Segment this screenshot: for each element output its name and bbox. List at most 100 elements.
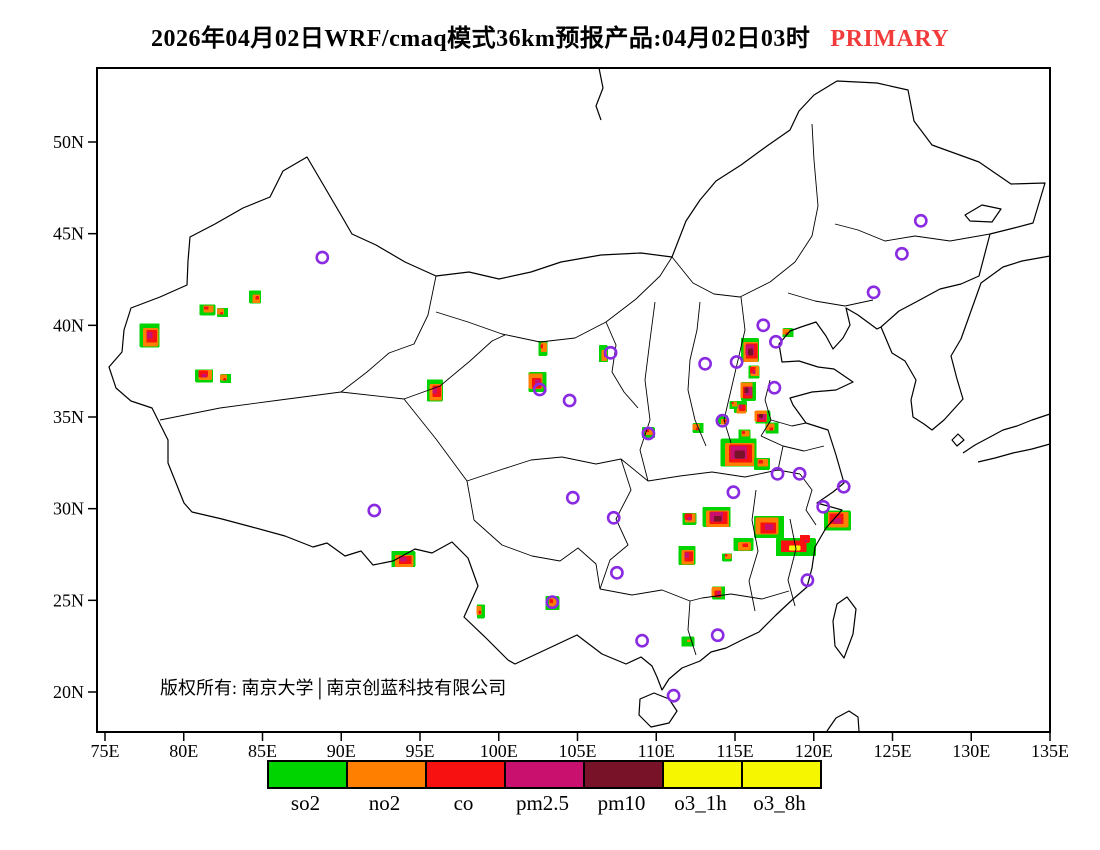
legend-swatch-so2 [267,760,348,789]
pollution-patch-pm25 [833,517,842,524]
station-ring [532,382,547,397]
pollution-patch-co [799,534,810,543]
x-axis-label: 75E [91,741,120,761]
station-ring [792,466,807,481]
station-ring [816,499,831,514]
station-ring [895,246,909,261]
pollution-patch-co [769,427,773,431]
legend-label-co: co [453,791,474,815]
y-axis-label: 40N [53,315,84,335]
legend-swatch-pm10 [583,760,664,789]
x-axis-label: 125E [874,741,912,761]
x-axis-label: 90E [327,741,356,761]
station-ring [729,355,744,369]
station-ring [836,479,851,494]
pollution-patch-pm25 [432,387,437,394]
legend-label-so2: so2 [290,791,321,815]
legend-label-o3_1h: o3_1h [674,791,727,815]
x-axis-label: 110E [638,741,675,761]
pollution-patch-pm25 [738,405,743,409]
pollution-patch-co [549,599,554,604]
pollution-patch-pm25 [687,517,692,521]
x-axis-label: 115E [716,741,753,761]
station-ring [367,503,382,518]
pollution-patch-o3 [789,545,801,551]
legend-swatch-row [267,760,837,789]
y-axis-label: 30N [53,499,84,519]
pollution-patch-pm25 [684,552,690,558]
station-ring [315,250,330,265]
pollution-patch-pm10 [748,348,754,356]
pollution-patch-co [741,431,746,434]
pollution-patch-pm10 [734,450,745,459]
pollution-patch-pm10 [744,387,749,393]
station-ring [726,485,741,500]
y-axis-label: 20N [53,682,84,702]
province-borders [159,123,991,656]
y-axis-label: 35N [53,407,84,427]
pollution-patch-pm25 [764,523,774,531]
legend-label-pm2.5: pm2.5 [515,791,570,815]
legend-swatch-o3_1h [662,760,743,789]
legend-label-no2: no2 [368,791,401,815]
x-axis-label: 105E [559,741,597,761]
x-axis-label: 120E [795,741,833,761]
copyright-text: 版权所有: 南京大学│南京创蓝科技有限公司 [160,677,506,700]
x-axis-label: 100E [480,741,518,761]
pollutant-legend: so2 no2 co pm2.5 pm10 o3_1h o3_8h [267,760,837,816]
station-ring [641,426,656,441]
x-axis-label: 80E [169,741,198,761]
legend-swatch-o3_8h [741,760,822,789]
pollution-patch-pm10 [758,414,763,418]
pollution-patch-no2 [686,639,691,643]
y-axis-label: 50N [53,132,84,152]
legend-swatch-pm2.5 [504,760,585,789]
pollution-patch-co [478,610,481,615]
station-ring [635,633,649,648]
station-ring [610,565,624,580]
x-axis-label: 130E [952,741,990,761]
pollution-patch-co [220,312,224,315]
x-axis-label: 85E [248,741,277,761]
station-ring [698,356,712,371]
china-outline [108,67,1051,732]
station-ring [769,334,783,349]
pollution-patch-co [540,344,544,349]
legend-swatch-co [425,760,506,789]
station-ring [565,490,580,505]
pollution-patch-co [758,460,763,464]
legend-label-pm10: pm10 [597,791,646,815]
station-ring [545,595,560,610]
station-ring [756,318,771,333]
pollution-patch-co [724,554,728,557]
station-ring [767,380,782,395]
legend-label-row: so2 no2 co pm2.5 pm10 o3_1h o3_8h [267,791,837,816]
legend-swatch-no2 [346,760,427,789]
station-ring [710,628,725,643]
legend-label-o3_8h: o3_8h [753,791,806,815]
pollution-patch-pm25 [752,370,756,374]
station-ring [606,510,621,525]
pollution-patch-pm25 [201,374,207,378]
map-frame [96,67,1051,733]
title-primary-tag: PRIMARY [830,26,950,52]
station-ring [666,688,681,703]
pollution-patch-co [731,402,734,405]
station-ring [603,345,618,360]
station-ring [866,285,881,300]
pollution-patch-co [223,378,227,381]
station-ring [770,466,785,481]
x-axis-label: 95E [406,741,435,761]
pollution-patch-pm25 [716,591,721,595]
pollution-patch-co [742,543,749,548]
y-axis-label: 45N [53,224,84,244]
x-axis-label: 135E [1031,741,1069,761]
page-title: 2026年04月02日WRF/cmaq模式36km预报产品:04月02日03时 P… [0,18,1100,53]
station-ring [913,213,928,228]
pollution-patch-pm25 [146,332,153,339]
title-text: 2026年04月02日WRF/cmaq模式36km预报产品:04月02日03时 [150,26,811,52]
pollution-patch-pm25 [804,539,808,542]
pollution-patch-pm10 [713,516,722,522]
